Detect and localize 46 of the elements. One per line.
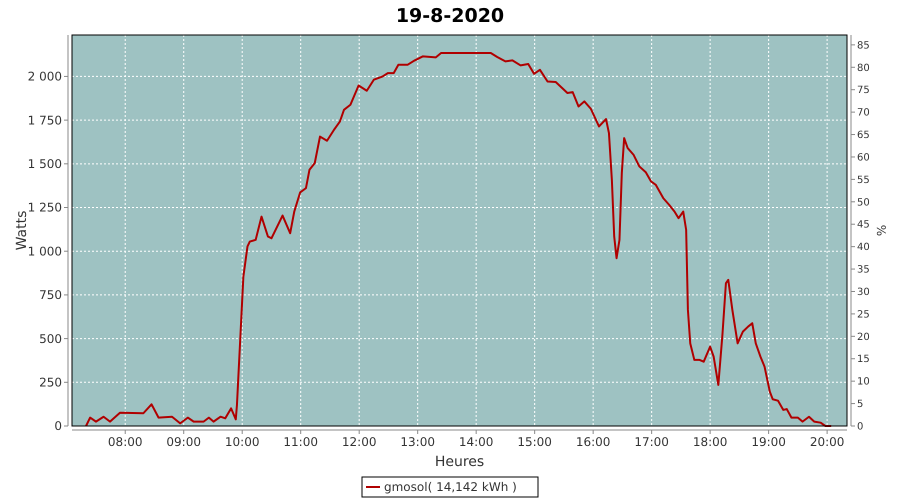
y2-tick-label: 60 <box>857 152 870 164</box>
x-tick-label: 14:00 <box>458 435 494 449</box>
y2-tick-label: 55 <box>857 174 870 186</box>
y-tick-label: 1 750 <box>28 113 62 128</box>
y2-tick-label: 5 <box>857 399 864 410</box>
y2-tick-label: 75 <box>857 85 870 96</box>
line-series <box>85 52 832 427</box>
x-tick-label: 17:00 <box>634 435 669 449</box>
y-tick-label: 250 <box>39 376 62 390</box>
x-tick-label: 18:00 <box>692 435 728 449</box>
y2-tick-label: 30 <box>857 286 870 298</box>
y2-axis-title: % <box>874 224 888 236</box>
y-axis-title: Watts <box>14 210 30 250</box>
y2-tick-label: 80 <box>857 62 870 74</box>
x-tick-label: 10:00 <box>224 435 260 449</box>
x-axis-title: Heures <box>434 454 484 470</box>
y2-tick-label: 15 <box>857 354 870 366</box>
y2-tick-label: 70 <box>857 108 870 119</box>
y2-tick-label: 45 <box>857 220 870 231</box>
x-tick-label: 19:00 <box>751 435 786 449</box>
x-tick-label: 13:00 <box>400 435 435 449</box>
y-tick-label: 1 250 <box>28 200 62 215</box>
y2-tick-label: 25 <box>857 309 870 320</box>
y2-tick-label: 0 <box>857 422 864 432</box>
y-tick-label: 500 <box>39 332 62 346</box>
y2-tick-label: 40 <box>857 242 870 254</box>
y2-tick-label: 65 <box>857 130 870 142</box>
y-tick-label: 1 500 <box>28 157 62 172</box>
x-tick-label: 12:00 <box>342 435 376 449</box>
y2-tick-label: 10 <box>857 376 870 388</box>
y-tick-label: 1 000 <box>28 244 62 258</box>
y-tick-label: 0 <box>54 419 62 434</box>
y-tick-label: 2 000 <box>28 70 62 84</box>
x-tick-label: 11:00 <box>283 435 318 449</box>
y2-tick-label: 50 <box>857 197 870 208</box>
x-tick-label: 09:00 <box>166 435 202 449</box>
x-tick-label: 20:00 <box>810 435 844 449</box>
x-tick-label: 08:00 <box>108 435 143 449</box>
x-tick-label: 16:00 <box>576 435 610 449</box>
y2-tick-label: 20 <box>857 332 870 343</box>
legend-label: gmosol( 14,142 kWh ) <box>384 480 517 494</box>
chart-title: 19-8-2020 <box>396 5 504 27</box>
y-tick-label: 750 <box>39 288 62 302</box>
y2-tick-label: 35 <box>857 264 870 276</box>
x-tick-label: 15:00 <box>517 435 552 449</box>
y2-tick-label: 85 <box>857 40 870 52</box>
